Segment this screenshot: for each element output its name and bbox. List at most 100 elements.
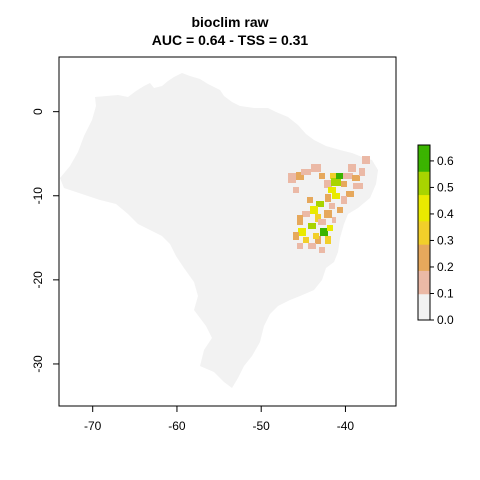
- raster-cell: [332, 193, 340, 199]
- raster-cell: [324, 210, 332, 218]
- raster-cell: [336, 173, 344, 179]
- raster-cell: [318, 219, 326, 225]
- raster-cell: [362, 156, 370, 164]
- legend-tick-label: 0.4: [437, 207, 454, 221]
- x-tick-label: -60: [168, 419, 186, 433]
- legend-tick-label: 0.0: [437, 313, 454, 327]
- legend-color-step: [418, 223, 430, 228]
- raster-cell: [341, 181, 347, 187]
- legend-color-step: [418, 197, 430, 201]
- legend-color-step: [418, 156, 430, 161]
- raster-cell: [329, 203, 335, 209]
- legend-color-step: [418, 244, 430, 248]
- raster-cell: [308, 223, 316, 229]
- map-canvas: [60, 73, 378, 388]
- raster-cell: [313, 233, 319, 239]
- x-tick-label: -70: [84, 419, 102, 433]
- raster-cell: [308, 243, 316, 249]
- raster-cell: [353, 183, 363, 189]
- raster-cell: [316, 201, 324, 207]
- raster-cell: [293, 232, 299, 240]
- legend-tick-label: 0.3: [437, 233, 454, 247]
- legend-frame: [417, 144, 431, 321]
- y-tick-label: -30: [31, 355, 45, 373]
- legend-color-step: [418, 229, 430, 233]
- legend-color-step: [418, 153, 430, 158]
- raster-cell: [315, 236, 321, 244]
- legend-tick-label: 0.6: [437, 154, 454, 168]
- legend-color-step: [418, 238, 430, 242]
- legend-color-step: [418, 185, 430, 190]
- raster-cell: [293, 187, 299, 193]
- legend-color-step: [418, 308, 430, 312]
- legend-color-step: [418, 206, 430, 210]
- raster-cell: [307, 197, 313, 203]
- legend-color-step: [418, 235, 430, 239]
- legend-color-step: [418, 287, 430, 292]
- raster-cell: [320, 228, 328, 236]
- raster-cell: [297, 243, 303, 249]
- legend-color-step: [418, 162, 430, 166]
- legend-color-step: [418, 264, 430, 268]
- legend-color-step: [418, 220, 430, 225]
- raster-cell: [311, 164, 321, 172]
- legend-color-step: [418, 299, 430, 303]
- legend-tick-label: 0.5: [437, 180, 454, 194]
- plot-subtitle: AUC = 0.64 - TSS = 0.31: [152, 32, 309, 48]
- raster-cell: [324, 180, 332, 188]
- raster-cell: [303, 237, 309, 243]
- raster-cell: [319, 173, 325, 179]
- legend-color-step: [418, 171, 430, 175]
- color-legend: 0.0 0.1 0.2 0.3 0.4 0.5 0.6: [417, 144, 454, 327]
- legend-color-step: [418, 159, 430, 163]
- raster-cell: [310, 206, 318, 214]
- raster-cell: [301, 169, 311, 175]
- legend-color-step: [418, 174, 430, 178]
- raster-cell: [319, 247, 325, 253]
- legend-color-step: [418, 276, 430, 280]
- raster-cell: [359, 168, 365, 176]
- legend-tick-label: 0.1: [437, 286, 454, 300]
- plot-frame: [58, 56, 397, 407]
- y-tick-label: 0: [31, 108, 45, 115]
- suitability-raster: [288, 156, 370, 253]
- legend-color-step: [418, 165, 430, 169]
- legend-color-step: [418, 188, 430, 193]
- legend-color-step: [418, 255, 430, 260]
- legend-color-step: [418, 247, 430, 251]
- legend-color-step: [418, 279, 430, 283]
- raster-cell: [346, 191, 354, 197]
- legend-color-step: [418, 305, 430, 309]
- raster-cell: [297, 215, 303, 225]
- legend-color-step: [418, 217, 430, 222]
- raster-cell: [348, 164, 356, 172]
- legend-color-step: [418, 261, 430, 266]
- legend-color-step: [418, 290, 430, 295]
- y-tick-label: -20: [31, 271, 45, 289]
- raster-cell: [352, 175, 360, 181]
- legend-color-step: [418, 317, 430, 321]
- raster-cell: [328, 187, 336, 193]
- legend-color-step: [418, 150, 430, 155]
- raster-cell: [325, 236, 331, 244]
- raster-cell: [296, 172, 304, 180]
- legend-color-step: [418, 250, 430, 254]
- legend-color-step: [418, 168, 430, 172]
- legend-color-step: [418, 200, 430, 204]
- legend-color-step: [418, 273, 430, 277]
- raster-cell: [341, 196, 347, 204]
- legend-color-step: [418, 293, 430, 298]
- legend-color-step: [418, 258, 430, 263]
- raster-cell: [315, 214, 321, 222]
- raster-cell: [327, 225, 333, 231]
- legend-color-step: [418, 182, 430, 187]
- raster-cell: [325, 194, 331, 202]
- x-tick-label: -50: [253, 419, 271, 433]
- brazil-shape: [60, 73, 378, 388]
- raster-cell: [343, 173, 353, 179]
- legend-color-step: [418, 226, 430, 231]
- legend-color-step: [418, 311, 430, 315]
- legend-color-step: [418, 252, 430, 257]
- legend-color-step: [418, 285, 430, 289]
- legend-color-step: [418, 177, 430, 181]
